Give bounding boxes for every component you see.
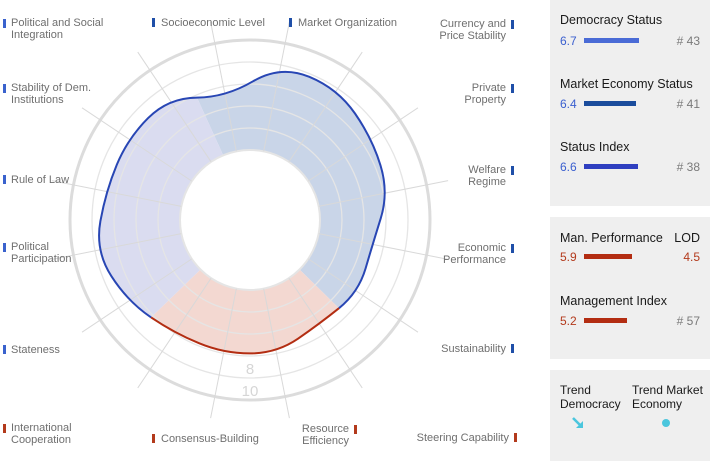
democracy-status-rank: # 43 (676, 34, 700, 48)
spoke-line (318, 180, 449, 207)
spoke-line (137, 51, 212, 163)
lod-value: 4.5 (683, 250, 700, 264)
status-index-rank: # 38 (676, 160, 700, 174)
trend-panel: Trend Democracy Trend Market Economy (550, 370, 710, 461)
economy-marker-icon (152, 18, 155, 27)
management-marker-icon (3, 424, 6, 433)
ring-scale-label: 10 (242, 383, 259, 400)
spoke-line (288, 277, 363, 389)
spoke-line (51, 233, 182, 260)
management-index-rank: # 57 (676, 314, 700, 328)
inner-ring (179, 149, 321, 291)
spoke-line (263, 288, 290, 419)
market-economy-status-rank: # 41 (676, 97, 700, 111)
management-index-title: Management Index (560, 294, 668, 308)
democracy-marker-icon (3, 19, 6, 28)
democracy-status-bar (584, 38, 639, 43)
economy-marker-icon (511, 84, 514, 93)
democracy-marker-icon (3, 243, 6, 252)
management-performance-bar (584, 254, 633, 259)
market-economy-status-title: Market Economy Status (560, 77, 693, 91)
status-index-title: Status Index (560, 140, 630, 154)
criterion-label-private-property: Private Property (460, 82, 514, 106)
status-index-bar (584, 164, 639, 169)
criterion-label-steering-capability: Steering Capability (417, 432, 517, 444)
spoke-line (210, 288, 237, 419)
criterion-label-stateness: Stateness (3, 344, 60, 356)
economy-marker-icon (511, 344, 514, 353)
spoke-line (81, 107, 193, 182)
criterion-label-rule-of-law: Rule of Law (3, 174, 69, 186)
spoke-line (263, 21, 290, 152)
criterion-label-international-cooperation: International Cooperation (3, 422, 83, 446)
democracy-marker-icon (3, 175, 6, 184)
criterion-label-welfare-regime: Welfare Regime (461, 164, 514, 188)
economy-marker-icon (511, 20, 514, 29)
spoke-line (137, 277, 212, 389)
criterion-label-stability-dem-institutions: Stability of Dem. Institutions (3, 82, 119, 106)
grid-ring (157, 127, 343, 313)
democracy-marker-icon (3, 345, 6, 354)
radar-chart: 246810 (51, 21, 449, 419)
management-performance-value: 5.9 (560, 250, 577, 264)
democracy-area (99, 97, 224, 318)
spoke-line (210, 21, 237, 152)
criterion-label-market-organization: Market Organization (289, 17, 397, 29)
management-marker-icon (152, 434, 155, 443)
economy-marker-icon (511, 244, 514, 253)
criterion-label-political-social-integration: Political and Social Integration (3, 17, 129, 41)
democracy-marker-icon (3, 84, 6, 93)
management-marker-icon (354, 425, 357, 434)
democracy-status-title: Democracy Status (560, 13, 663, 27)
arrow-down-right-icon (572, 417, 583, 428)
status-panel: Democracy Status 6.7 # 43 Market Economy… (550, 0, 710, 206)
management-performance-title: Man. Performance (560, 231, 663, 245)
spoke-line (51, 180, 182, 207)
status-outline (98, 70, 386, 319)
spoke-line (307, 107, 419, 182)
trend-market-economy-label: Trend Market Economy (632, 383, 703, 411)
circle-dot-icon (662, 419, 670, 427)
management-panel: Man. Performance LOD 5.9 4.5 Management … (550, 217, 710, 359)
criterion-label-socioeconomic-level: Socioeconomic Level (152, 17, 265, 29)
economy-marker-icon (511, 166, 514, 175)
criterion-label-currency-price-stability: Currency and Price Stability (436, 18, 514, 42)
management-outline (150, 307, 340, 355)
trend-democracy-label: Trend Democracy (560, 383, 621, 411)
criterion-label-resource-efficiency: Resource Efficiency (297, 423, 357, 447)
ring-scale-label: 8 (246, 361, 254, 378)
criterion-label-consensus-building: Consensus-Building (152, 433, 259, 445)
grid-ring (91, 61, 409, 379)
market-economy-status-value: 6.4 (560, 97, 577, 111)
management-marker-icon (514, 433, 517, 442)
economy-marker-icon (289, 18, 292, 27)
democracy-status-value: 6.7 (560, 34, 577, 48)
management-index-value: 5.2 (560, 314, 577, 328)
criterion-label-sustainability: Sustainability (441, 343, 514, 355)
spoke-line (307, 258, 419, 333)
criterion-label-political-participation: Political Participation (3, 241, 81, 265)
spoke-line (81, 258, 193, 333)
lod-title: LOD (674, 231, 700, 245)
status-index-value: 6.6 (560, 160, 577, 174)
outer-ring (68, 38, 432, 402)
criterion-label-economic-performance: Economic Performance (436, 242, 514, 266)
grid-ring (135, 105, 365, 335)
market-economy-status-bar (584, 101, 637, 106)
spoke-line (318, 233, 449, 260)
management-index-bar (584, 318, 627, 323)
spoke-line (288, 51, 363, 163)
